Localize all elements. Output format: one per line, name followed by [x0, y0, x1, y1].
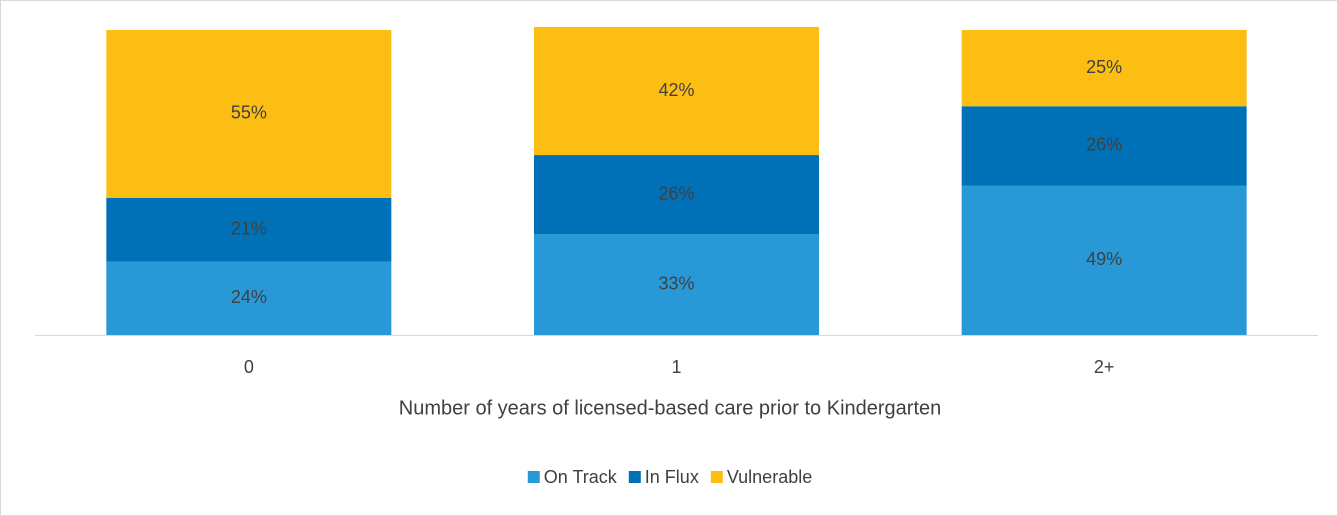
legend-swatch — [527, 471, 540, 483]
data-label: 21% — [231, 219, 267, 239]
data-label: 26% — [1086, 135, 1122, 155]
data-label: 24% — [231, 287, 267, 307]
x-tick-label: 2+ — [1094, 357, 1115, 377]
legend-swatch — [710, 471, 723, 483]
bar-segment — [534, 234, 819, 335]
bar-segment — [106, 30, 392, 198]
x-tick-label: 1 — [671, 357, 681, 377]
data-label: 33% — [658, 273, 694, 293]
legend-swatch — [628, 471, 641, 483]
x-axis-title: Number of years of licensed-based care p… — [399, 397, 942, 419]
bar-segment — [961, 30, 1247, 107]
x-tick-label: 0 — [244, 357, 254, 377]
data-label: 42% — [658, 80, 694, 100]
data-label: 49% — [1086, 249, 1122, 269]
bar-segment — [961, 106, 1247, 186]
bar-segment — [534, 155, 819, 235]
bar-segment — [106, 197, 392, 262]
legend-label: On Track — [544, 467, 618, 487]
legend-label: In Flux — [645, 467, 699, 487]
data-label: 26% — [658, 183, 694, 203]
bar-segment — [534, 26, 819, 156]
bar-segment — [961, 185, 1247, 335]
bar-segment — [106, 261, 392, 335]
data-label: 25% — [1086, 57, 1122, 77]
data-label: 55% — [231, 103, 267, 123]
legend-label: Vulnerable — [727, 467, 812, 487]
